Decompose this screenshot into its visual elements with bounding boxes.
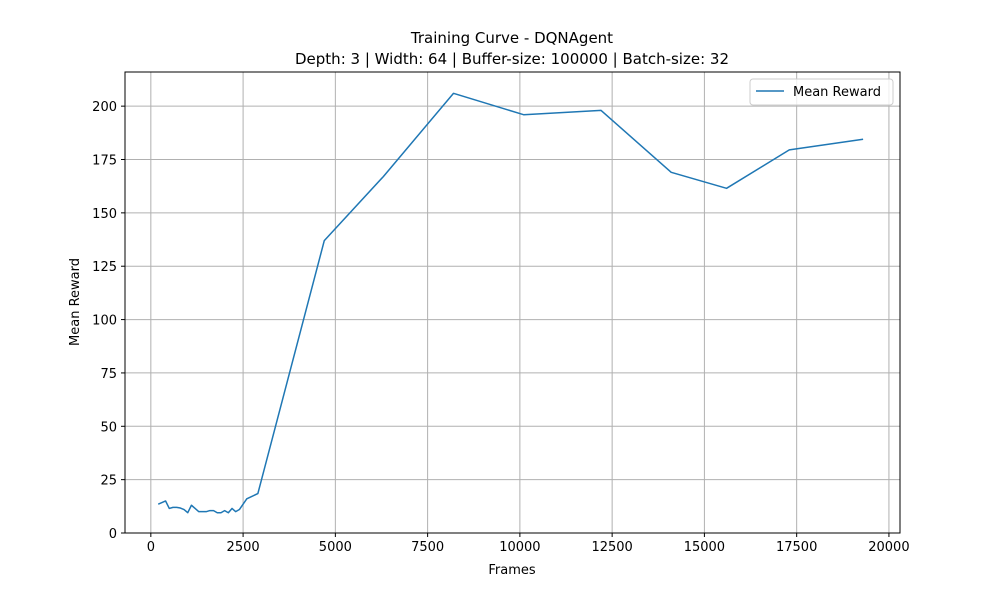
x-tick-label: 12500 [591, 540, 632, 555]
chart-title: Training Curve - DQNAgent [410, 29, 613, 47]
x-tick-label: 7500 [411, 540, 444, 555]
axes-frame [124, 71, 901, 534]
grid-layer [125, 72, 900, 534]
y-tick-label: 50 [100, 420, 117, 435]
y-tick-label: 100 [92, 314, 117, 329]
x-tick-label: 10000 [499, 540, 540, 555]
series-layer [157, 92, 864, 514]
ticks-layer: 0 2500 5000 7500 10000 12500 15000 17500 20000 0 2… [92, 100, 909, 555]
y-tick-label: 75 [100, 367, 117, 382]
x-tick-label: 20000 [868, 540, 909, 555]
x-axis-label: Frames [488, 563, 536, 578]
chart-subtitle: Depth: 3 | Width: 64 | Buffer-size: 1000… [295, 50, 729, 68]
x-tick-label: 2500 [227, 540, 260, 555]
x-tick-label: 5000 [319, 540, 352, 555]
legend-box [749, 78, 894, 106]
series-line [157, 92, 864, 514]
x-tick-label: 0 [147, 540, 155, 555]
y-tick-label: 150 [92, 207, 117, 222]
y-tick-label: 125 [92, 260, 117, 275]
y-tick-label: 0 [109, 527, 117, 542]
x-tick-label: 15000 [684, 540, 725, 555]
y-tick-label: 200 [92, 100, 117, 115]
legend-label: Mean Reward [793, 85, 881, 100]
y-axis-label: Mean Reward [68, 258, 83, 346]
y-tick-label: 175 [92, 154, 117, 169]
x-tick-label: 17500 [776, 540, 817, 555]
legend: Mean Reward [749, 78, 894, 106]
y-tick-label: 25 [100, 474, 117, 489]
